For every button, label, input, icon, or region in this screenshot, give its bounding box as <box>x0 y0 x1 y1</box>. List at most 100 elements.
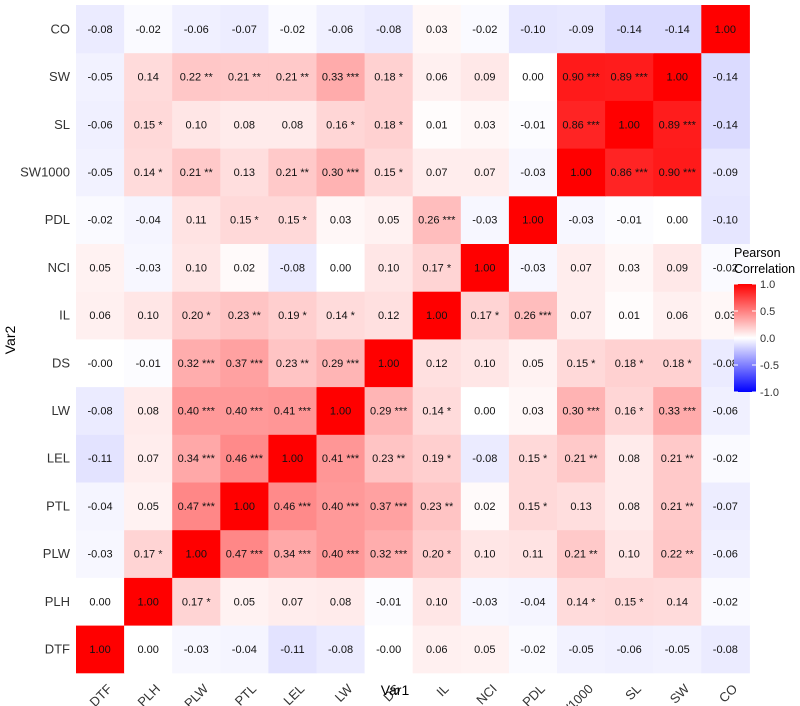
heatmap-cell-CO-PDL <box>701 195 750 244</box>
cell-label-PDL-LW: 0.03 <box>522 405 543 417</box>
heatmap-cell-PDL-NCI <box>508 243 558 292</box>
heatmap-cell-LEL-DTF <box>268 625 317 674</box>
heatmap-cell-PLW-CO <box>172 5 221 54</box>
heatmap-cell-PTL-CO <box>220 5 269 54</box>
heatmap-cell-PLH-CO <box>124 5 173 54</box>
heatmap-cell-NCI-SW <box>460 52 510 101</box>
x-axis-tick-labels: DTF PLH PLW PTL LEL LW DS IL NCI PDL SW1000 SL SW CO <box>86 681 740 706</box>
cell-label-PLW-DS: 0.32 *** <box>178 358 216 370</box>
heatmap-cell-SL-DTF <box>605 625 654 674</box>
cell-label-LW-CO: -0.06 <box>328 24 353 36</box>
cell-label-LEL-LEL: 1.00 <box>282 453 303 465</box>
cell-label-LW-LW: 1.00 <box>330 405 351 417</box>
cell-label-LW-DTF: -0.08 <box>328 644 353 656</box>
heatmap-cell-SW1000-SW1000 <box>557 148 606 197</box>
cell-label-SW1000-PLH: 0.14 * <box>567 596 596 608</box>
heatmap-cell-DS-IL <box>364 291 414 340</box>
heatmap-cell-LEL-CO <box>268 5 317 54</box>
cell-label-IL-LW: 0.14 * <box>422 405 451 417</box>
cell-label-NCI-PTL: 0.02 <box>474 501 495 513</box>
cell-label-PLW-PTL: 0.47 *** <box>178 501 216 513</box>
heatmap-cell-LW-NCI <box>316 243 366 292</box>
cell-label-PDL-SW: 0.00 <box>522 72 543 84</box>
heatmap-cell-PLW-DTF <box>172 625 221 674</box>
heatmap-cell-PTL-NCI <box>220 243 269 292</box>
cell-label-PDL-PTL: 0.15 * <box>519 501 548 513</box>
heatmap-cell-PTL-DTF <box>220 625 269 674</box>
cell-label-NCI-SL: 0.03 <box>474 119 495 131</box>
cell-label-DS-PTL: 0.37 *** <box>370 501 408 513</box>
cell-label-SL-NCI: 0.03 <box>618 262 639 274</box>
heatmap-cell-PLH-PDL <box>124 195 173 244</box>
heatmap-cell-SW-DTF <box>653 625 702 674</box>
cell-label-CO-PTL: -0.07 <box>713 501 738 513</box>
heatmap-cell-IL-DTF <box>412 625 462 674</box>
heatmap-cell-PDL-SL <box>508 100 558 149</box>
heatmap-cell-SW-LW <box>653 386 702 435</box>
y-axis-title: Var2 <box>2 326 18 355</box>
cell-label-SW1000-CO: -0.09 <box>569 24 594 36</box>
heatmap-cell-LEL-NCI <box>268 243 317 292</box>
cell-label-DS-DTF: -0.00 <box>376 644 401 656</box>
cell-label-SW-IL: 0.06 <box>667 310 688 322</box>
heatmap-cell-LEL-SW <box>268 52 317 101</box>
heatmap-cell-PTL-PDL <box>220 195 269 244</box>
heatmap-cell-SW-DS <box>653 338 702 388</box>
heatmap-cell-PTL-LEL <box>220 434 269 483</box>
cell-label-SW1000-DTF: -0.05 <box>569 644 594 656</box>
heatmap-cell-SW-NCI <box>653 243 702 292</box>
heatmap-cell-SW1000-PLH <box>557 577 606 626</box>
heatmap-cell-SW1000-PTL <box>557 482 606 531</box>
cell-label-PDL-SL: -0.01 <box>520 119 545 131</box>
heatmap-cell-DS-LEL <box>364 434 414 483</box>
cell-label-IL-CO: 0.03 <box>426 24 447 36</box>
heatmap-cell-LEL-LEL <box>268 434 317 483</box>
cell-label-DTF-SW: -0.05 <box>88 72 113 84</box>
legend-tick-label: -0.5 <box>760 360 779 372</box>
cell-label-CO-PDL: -0.10 <box>713 215 738 227</box>
heatmap-cell-IL-SL <box>412 100 462 149</box>
x-tick-DTF: DTF <box>86 681 115 706</box>
cell-label-DTF-DTF: 1.00 <box>89 644 110 656</box>
heatmap-cell-DS-SW1000 <box>364 148 414 197</box>
heatmap-cell-PTL-SL <box>220 100 269 149</box>
heatmap-cell-NCI-IL <box>460 291 510 340</box>
heatmap-cell-PDL-PDL <box>508 195 558 244</box>
heatmap-cell-PDL-PLH <box>508 577 558 626</box>
heatmap-cell-labels: 1.00 0.00 -0.03 -0.04 -0.11 -0.08 -0.00 0.06 0.0… <box>88 24 738 656</box>
cell-label-CO-LEL: -0.02 <box>713 453 738 465</box>
heatmap-cell-PLW-IL <box>172 291 221 340</box>
heatmap-cell-DTF-SW1000 <box>76 148 125 197</box>
heatmap-cell-CO-PLW <box>701 529 750 578</box>
cell-label-DS-SW: 0.18 * <box>374 72 403 84</box>
heatmap-cell-NCI-SW1000 <box>460 148 510 197</box>
cell-label-PLW-NCI: 0.10 <box>186 262 207 274</box>
cell-label-PLW-CO: -0.06 <box>184 24 209 36</box>
heatmap-cell-PLW-LW <box>172 386 221 435</box>
heatmap-cell-DTF-SW <box>76 52 125 101</box>
cell-label-SW-PLH: 0.14 <box>667 596 688 608</box>
heatmap-cell-CO-LW <box>701 386 750 435</box>
legend-tick-label: 0.5 <box>760 306 775 318</box>
cell-label-LEL-SW: 0.21 ** <box>276 72 310 84</box>
heatmap-cell-DS-PTL <box>364 482 414 531</box>
cell-label-SW1000-NCI: 0.07 <box>570 262 591 274</box>
cell-label-PLH-DTF: 0.00 <box>137 644 158 656</box>
heatmap-cell-PDL-PLW <box>508 529 558 578</box>
cell-label-DTF-CO: -0.08 <box>88 24 113 36</box>
cell-label-NCI-PDL: -0.03 <box>472 215 497 227</box>
x-tick-SL: SL <box>622 681 644 703</box>
cell-label-PDL-DTF: -0.02 <box>520 644 545 656</box>
heatmap-cell-DTF-PLH <box>76 577 125 626</box>
heatmap-cell-SW1000-IL <box>557 291 606 340</box>
cell-label-SW1000-PLW: 0.21 ** <box>565 549 599 561</box>
heatmap-cell-DS-PLH <box>364 577 414 626</box>
heatmap-cell-CO-LEL <box>701 434 750 483</box>
cell-label-LEL-SL: 0.08 <box>282 119 303 131</box>
cell-label-SW1000-SW: 0.90 *** <box>562 72 600 84</box>
cell-label-LW-NCI: 0.00 <box>330 262 351 274</box>
heatmap-cell-SW-SW <box>653 52 702 101</box>
cell-label-CO-NCI: -0.02 <box>713 262 738 274</box>
cell-label-CO-PLH: -0.02 <box>713 596 738 608</box>
cell-label-SW1000-LW: 0.30 *** <box>562 405 600 417</box>
